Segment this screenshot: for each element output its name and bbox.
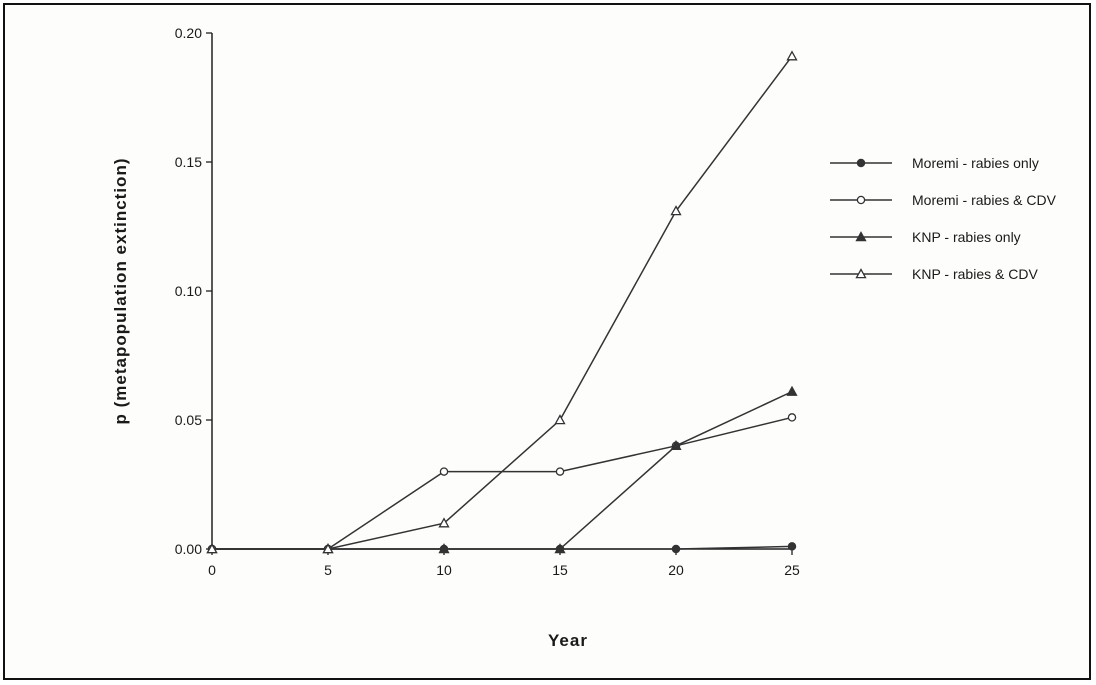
chart-legend: Moremi - rabies only Moremi - rabies & CD… — [830, 155, 1057, 282]
data-point — [555, 467, 565, 476]
y-tick-label: 0.05 — [175, 412, 202, 428]
legend-label: Moremi - rabies only — [912, 155, 1039, 171]
y-ticks: 0.00 0.05 0.10 0.15 0.20 — [175, 25, 212, 557]
data-point — [670, 205, 682, 216]
legend-marker — [855, 268, 867, 279]
y-axis-title: p (metapopulation extinction) — [111, 158, 130, 425]
legend-label: KNP - rabies & CDV — [912, 266, 1038, 282]
legend-item: KNP - rabies & CDV — [830, 266, 1038, 282]
series-2 — [207, 413, 797, 554]
series-1 — [207, 542, 797, 554]
data-point — [786, 385, 798, 396]
legend-marker — [856, 158, 866, 168]
data-point — [554, 543, 566, 554]
x-tick-label: 15 — [552, 562, 568, 578]
x-tick-label: 25 — [784, 562, 800, 578]
y-tick-label: 0.15 — [175, 154, 202, 170]
y-tick-label: 0.10 — [175, 283, 202, 299]
legend-label: KNP - rabies only — [912, 229, 1021, 245]
legend-item: Moremi - rabies only — [830, 155, 1039, 171]
legend-marker — [856, 195, 866, 205]
y-tick-label: 0.00 — [175, 541, 202, 557]
series-line — [212, 55, 793, 550]
legend-marker — [855, 231, 867, 242]
x-axis-title: Year — [548, 631, 588, 650]
data-point — [787, 542, 797, 551]
x-tick-label: 0 — [208, 562, 216, 578]
legend-label: Moremi - rabies & CDV — [912, 192, 1057, 208]
data-point — [787, 413, 797, 422]
y-tick-label: 0.20 — [175, 25, 202, 41]
x-tick-label: 10 — [436, 562, 452, 578]
series-line — [212, 390, 793, 550]
data-point — [786, 50, 798, 61]
series-4 — [206, 50, 798, 554]
legend-item: KNP - rabies only — [830, 229, 1021, 245]
data-point — [439, 467, 449, 476]
series-layer — [206, 50, 798, 554]
data-point — [438, 517, 450, 528]
data-point — [671, 544, 681, 554]
data-point — [670, 439, 682, 451]
x-ticks: 0 5 10 15 20 25 — [208, 549, 800, 578]
data-point — [554, 414, 566, 425]
data-point — [438, 543, 450, 554]
data-point — [322, 543, 334, 554]
figure-frame — [3, 3, 1091, 680]
x-tick-label: 20 — [668, 562, 684, 578]
data-point — [206, 543, 218, 554]
series-3 — [206, 385, 798, 554]
legend-item: Moremi - rabies & CDV — [830, 192, 1057, 208]
x-tick-label: 5 — [324, 562, 332, 578]
series-line — [212, 416, 793, 550]
